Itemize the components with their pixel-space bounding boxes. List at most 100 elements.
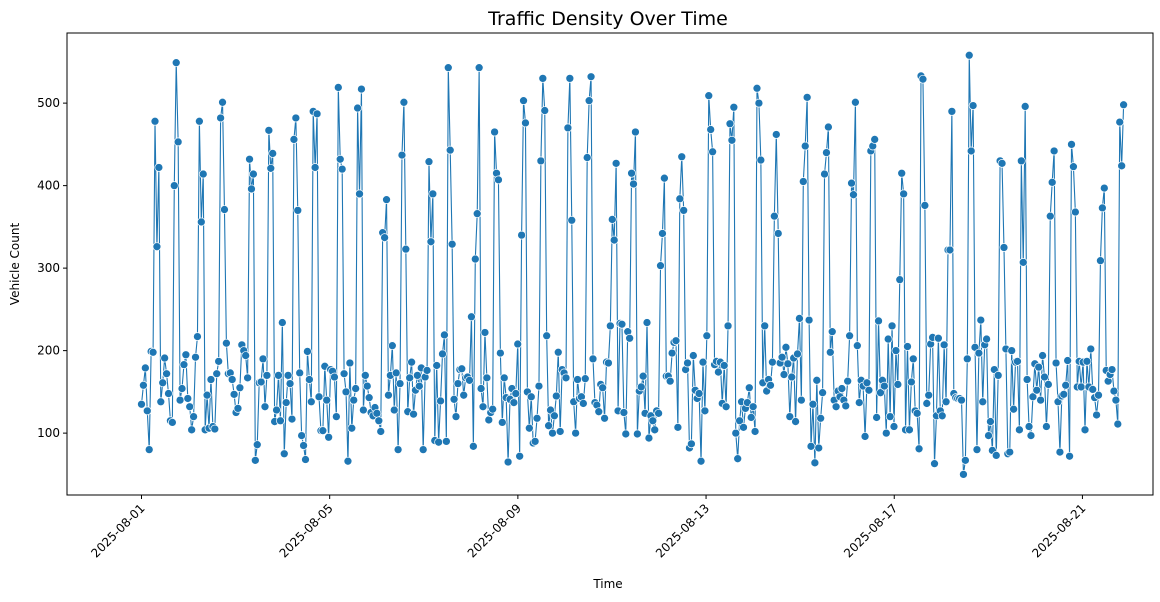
data-point [810,458,820,468]
data-point [999,243,1009,252]
data-point [457,364,467,374]
data-point [1069,162,1078,171]
data-point [139,380,148,390]
data-point [698,357,708,367]
data-point [687,439,696,449]
data-point [476,384,486,393]
data-point [162,369,171,379]
data-point [179,360,189,369]
data-point [760,321,770,331]
data-point [665,376,675,386]
data-point [1040,372,1049,382]
data-point [513,339,523,349]
data-point [891,346,901,355]
data-point [542,331,552,341]
data-point [324,432,333,442]
data-point [930,459,939,468]
data-point [779,370,789,379]
data-point [196,217,206,227]
data-point [704,91,714,101]
data-point [490,127,499,137]
data-point [268,149,278,158]
data-point [768,357,777,367]
data-point [854,398,864,407]
data-point [206,375,216,384]
data-point [252,440,262,450]
data-point [918,74,928,84]
data-point [571,428,580,438]
data-point [303,347,312,356]
data-point [754,98,764,108]
data-point [912,408,922,418]
data-point [642,318,652,327]
data-point [816,413,826,423]
data-point [497,418,507,427]
data-point [1088,385,1098,394]
data-point [883,334,893,344]
data-point [1034,362,1044,372]
data-point [511,389,521,398]
data-point [181,350,191,360]
data-point [453,379,463,388]
data-point [777,352,787,362]
data-point [1013,357,1022,366]
data-point [588,354,598,364]
data-point [920,201,930,210]
x-axis-label: Time [592,577,622,591]
data-point [675,194,685,204]
data-point [391,368,401,378]
data-point [563,123,573,133]
data-point [524,423,534,433]
data-point [137,399,146,409]
data-point [831,402,841,412]
data-point [488,404,498,414]
data-point [389,405,399,415]
data-point [407,357,416,367]
data-point [872,413,881,422]
data-point [874,316,883,326]
data-point [785,412,795,421]
data-point [644,433,654,443]
data-point [860,432,870,441]
data-point [503,457,513,467]
data-point [982,334,991,344]
data-point [436,396,445,406]
data-point [1018,258,1028,267]
data-point [519,96,528,106]
data-point [220,205,229,214]
data-point [561,373,571,383]
data-point [945,245,955,255]
data-point [843,376,853,386]
data-point [719,361,729,370]
data-point [297,431,306,440]
data-point [974,348,984,358]
data-point [1071,207,1080,217]
data-point [218,97,227,107]
data-point [1036,395,1045,405]
data-point [914,444,924,454]
data-point [142,406,152,416]
data-point [299,441,308,450]
data-point [227,375,237,384]
data-point [1107,365,1117,374]
data-point [658,229,667,238]
data-point [1086,344,1096,354]
data-point [702,331,712,341]
data-point [168,418,177,427]
data-point [654,408,663,418]
data-point [445,145,455,155]
data-point [310,163,320,172]
data-point [409,409,418,419]
data-point [459,390,469,400]
data-point [688,351,698,360]
data-point [700,406,710,416]
data-point [793,349,802,359]
data-point [1094,390,1103,400]
data-point [442,437,451,446]
chart-title: Traffic Density Over Time [487,8,728,30]
data-point [629,179,638,189]
data-point [706,125,716,134]
data-point [766,380,775,390]
data-point [1076,382,1086,392]
data-point [333,83,343,92]
